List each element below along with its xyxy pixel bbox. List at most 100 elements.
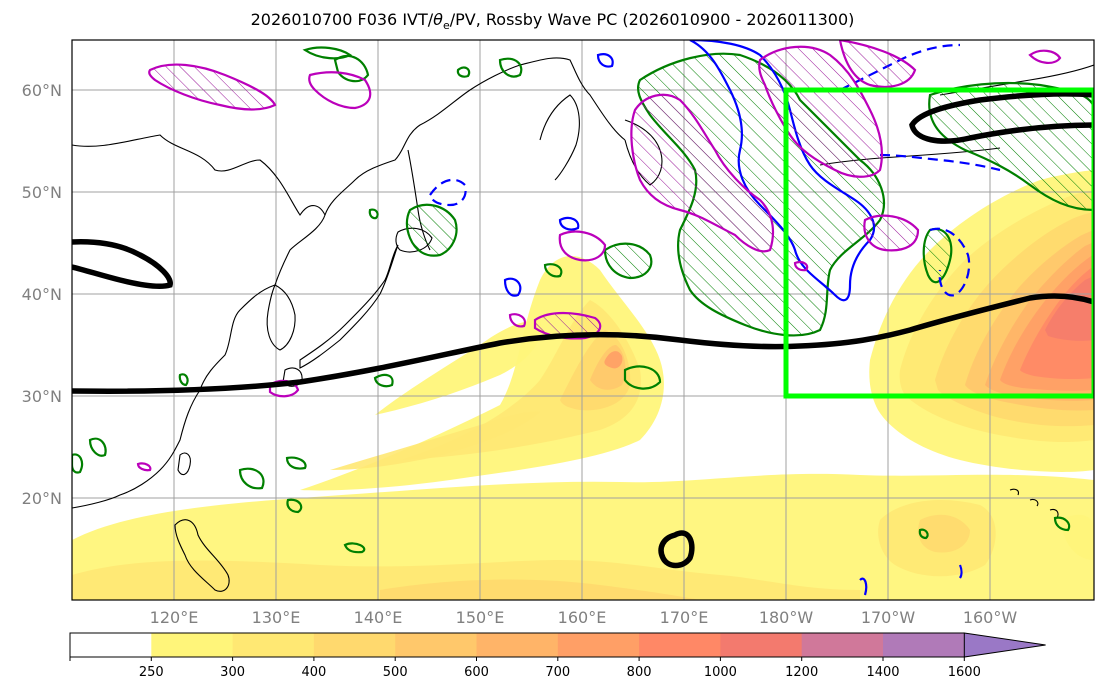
colorbar-segment: [883, 633, 965, 657]
colorbar-label: 1600: [948, 665, 981, 680]
colorbar-segment: [720, 633, 803, 657]
magenta-region-sakha: [148, 63, 277, 111]
blue-contour-dashed-west: [428, 178, 467, 207]
green-contour-8: [373, 373, 394, 388]
magenta-contour-1: [308, 71, 372, 110]
colorbar-segment: [151, 633, 234, 657]
blue-contour-small-3: [503, 277, 522, 297]
magenta-contour-8: [1028, 49, 1062, 64]
lon-label-160e: 160°E: [558, 608, 607, 627]
magenta-contour-7: [793, 261, 809, 272]
coastline-asia-mainland: [72, 134, 326, 509]
ivt-ar-1000: [1045, 276, 1094, 341]
colorbar-frame: [69, 632, 965, 658]
map-title: 2026010700 F036 IVT/θe/PV, Rossby Wave P…: [0, 10, 1105, 32]
title-suffix: /PV, Rossby Wave PC (2026010900 - 202601…: [449, 10, 855, 29]
lon-label-160w: 160°W: [963, 608, 1018, 627]
blue-contour-small-2: [596, 53, 614, 68]
jet-northeast: [909, 91, 1094, 144]
map-frame: [71, 39, 1095, 601]
lat-label-60n: 60°N: [22, 81, 62, 100]
green-contour-6: [543, 263, 563, 278]
lon-label-170w: 170°W: [861, 608, 916, 627]
coastline-japan-honshu: [299, 244, 399, 369]
ivt-band-west-300: [330, 411, 540, 470]
coastline-philippines: [174, 519, 230, 592]
title-prefix: 2026010700 F036 IVT/: [250, 10, 434, 29]
colorbar-label: 1400: [866, 665, 899, 680]
colorbar-segment: [476, 633, 559, 657]
target-region-box: [783, 87, 1094, 399]
green-contour-3: [456, 66, 471, 78]
colorbar-extend-arrow: [963, 632, 1046, 658]
magenta-contour-5: [268, 379, 300, 398]
lon-label-140e: 140°E: [354, 608, 403, 627]
green-contour-11: [238, 467, 265, 490]
ivt-band-south-300: [72, 560, 860, 600]
magenta-region-north: [758, 45, 884, 178]
magenta-contours: [136, 40, 1062, 472]
colorbar-label: 300: [220, 665, 245, 680]
lat-label-30n: 30°N: [22, 387, 62, 406]
colorbar-segment: [557, 633, 640, 657]
colorbar-segment: [70, 633, 152, 657]
colorbar-segment: [801, 633, 884, 657]
title-theta: θ: [433, 10, 443, 29]
green-contour-9: [88, 437, 107, 457]
coastline-russia-east: [324, 57, 626, 216]
ivt-plume-core: [604, 351, 623, 369]
lon-label-120e: 120°E: [150, 608, 199, 627]
magenta-contour-4: [508, 313, 526, 328]
colorbar-label: 500: [383, 665, 408, 680]
colorbar-label: 400: [301, 665, 326, 680]
lat-label-50n: 50°N: [22, 183, 62, 202]
green-region-hokkaido: [405, 203, 458, 257]
lon-label-130e: 130°E: [252, 608, 301, 627]
coastline-taiwan: [177, 452, 191, 476]
green-contour-15: [918, 528, 929, 540]
magenta-contour-9: [136, 462, 152, 472]
green-contour-14: [343, 542, 366, 554]
colorbar: 250 300 400 500 600 700 800 1000 1200 1400 1600: [69, 632, 1046, 680]
magenta-contour-6: [863, 214, 920, 252]
green-contour-16: [1053, 516, 1071, 532]
green-region-sea: [603, 242, 653, 280]
map-layers: [72, 40, 1094, 600]
ivt-plume-300: [400, 300, 641, 460]
jet-west: [72, 239, 173, 289]
colorbar-segment: [232, 633, 315, 657]
colorbar-label: 250: [139, 665, 164, 680]
colorbar-label: 700: [545, 665, 570, 680]
longitude-labels: 120°E 130°E 140°E 150°E 160°E 170°E 180°…: [150, 608, 1018, 627]
ivt-blob-se-inner: [918, 514, 970, 553]
colorbar-segment: [639, 633, 721, 657]
green-contour-2: [333, 54, 370, 83]
lon-label-150e: 150°E: [456, 608, 505, 627]
coastline-korea: [266, 284, 296, 351]
jet-contours: [72, 91, 1094, 569]
colorbar-label: 800: [627, 665, 652, 680]
ivt-band-south-400: [380, 579, 700, 600]
magenta-contour-2: [558, 230, 607, 262]
green-region-northeast: [928, 81, 1094, 212]
latitude-labels: 60°N 50°N 40°N 30°N 20°N: [22, 81, 62, 508]
coastline-hawaii: [1009, 488, 1059, 519]
magenta-region-far-north: [838, 40, 917, 88]
blue-contour-small-4: [859, 564, 963, 596]
green-contour-12: [285, 456, 307, 470]
colorbar-segment: [395, 633, 477, 657]
lon-label-180w: 180°W: [759, 608, 814, 627]
colorbar-label: 1000: [704, 665, 737, 680]
colorbar-segment: [313, 633, 396, 657]
green-contour-4: [498, 57, 523, 78]
lat-label-40n: 40°N: [22, 285, 62, 304]
title-sub: e: [442, 19, 450, 33]
green-contour-13: [286, 498, 303, 514]
green-contour-5: [368, 208, 379, 220]
lat-label-20n: 20°N: [22, 489, 62, 508]
green-contour-17: [178, 373, 189, 387]
coastline-sea-okhotsk: [539, 94, 580, 181]
blue-contour-small-1: [558, 216, 580, 231]
colorbar-label: 1200: [785, 665, 818, 680]
